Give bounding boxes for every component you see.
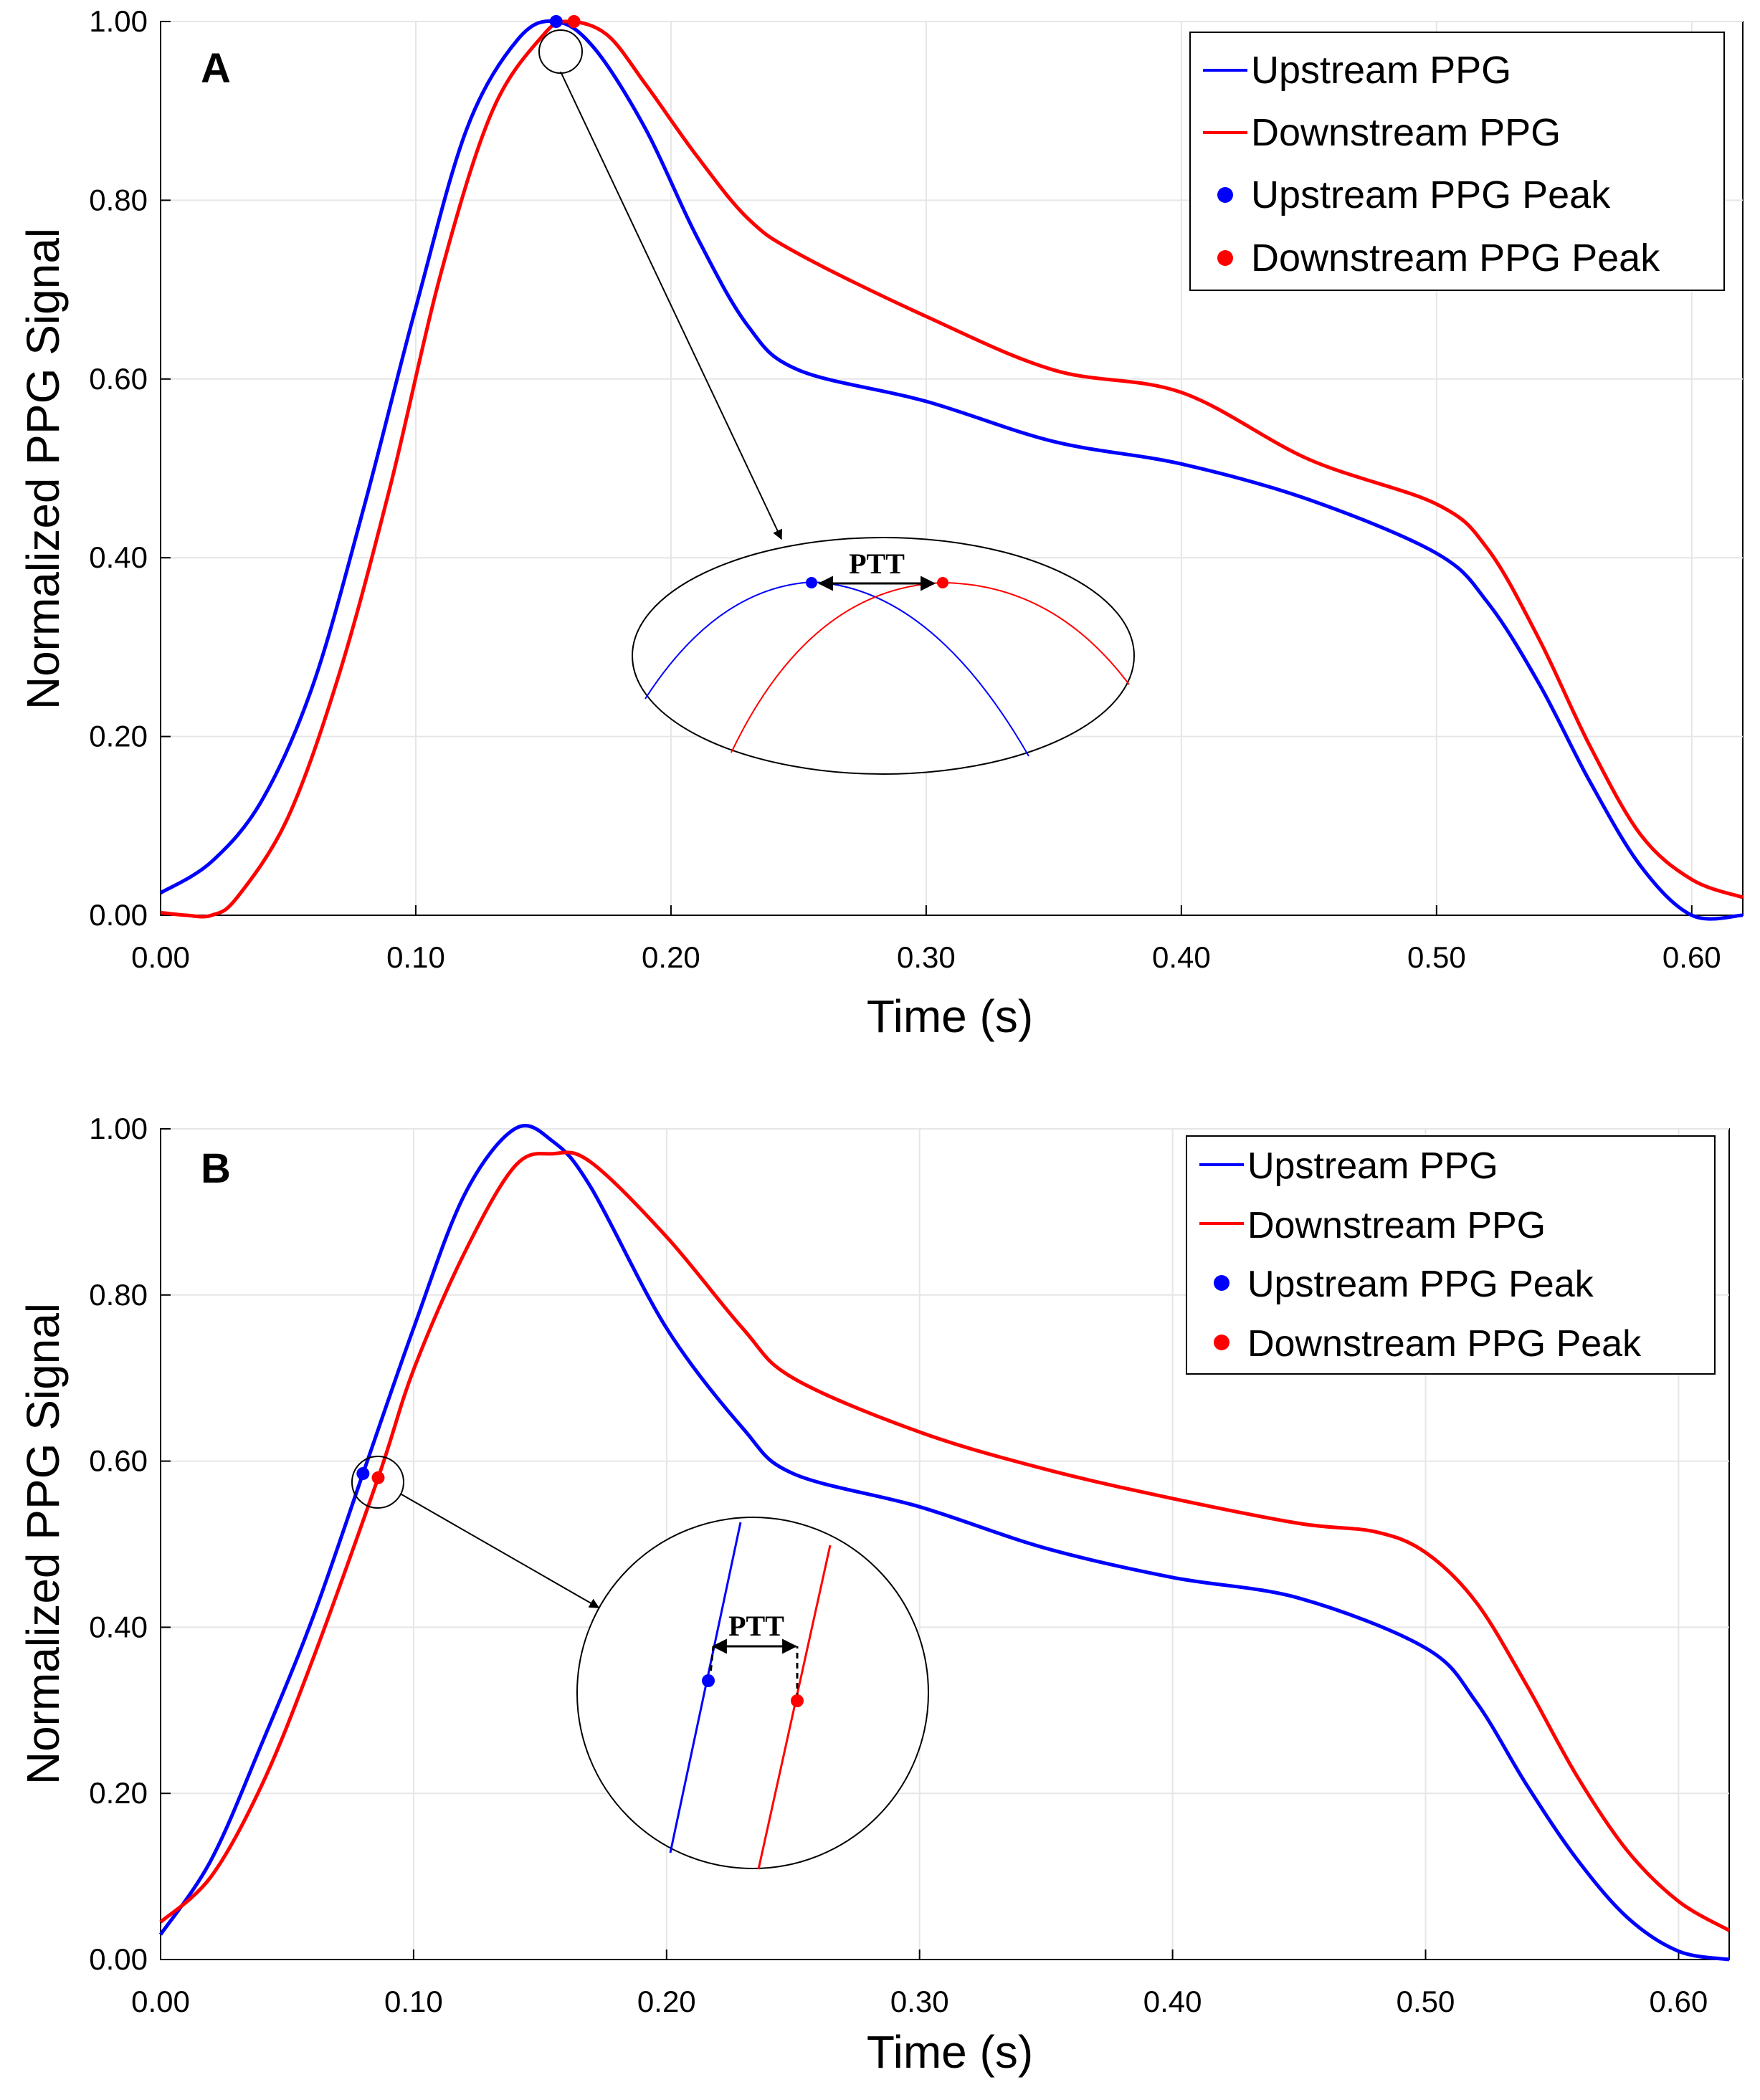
y-tick-label: 0.80: [89, 183, 148, 216]
x-tick-label: 0.00: [131, 1985, 190, 2018]
zoom-indicator-circle: [351, 1456, 404, 1509]
x-tick-label: 0.60: [1650, 1985, 1708, 2018]
panel-label: A: [201, 45, 231, 92]
downstream-ppg-peak-marker: [567, 15, 581, 28]
x-tick-label: 0.60: [1663, 940, 1721, 974]
axis-ticks: 0.00 0.10 0.20 0.30 0.40 0.50 0.60 0.00 0.20 0.40…: [89, 1112, 1708, 2018]
x-tick-label: 0.20: [642, 940, 700, 974]
inset-downstream-peak-marker: [791, 1694, 804, 1707]
grid: [161, 21, 1743, 915]
x-tick-label: 0.10: [384, 1985, 443, 2018]
legend: Upstream PPG Downstream PPG Upstream PPG…: [1186, 1135, 1716, 1375]
y-tick-label: 0.20: [89, 1776, 148, 1810]
legend-label-downstream-peak: Downstream PPG Peak: [1251, 237, 1660, 280]
y-tick-label: 0.20: [89, 720, 148, 753]
inset-upstream-peak-marker: [702, 1674, 715, 1687]
y-tick-label: 1.00: [89, 1112, 148, 1145]
inset-downstream-curve: [731, 581, 1130, 753]
panel-a: 0.00 0.10 0.20 0.30 0.40 0.50 0.60 0.00 0.20 0.40…: [17, 4, 1744, 1042]
legend-label-upstream-peak: Upstream PPG Peak: [1251, 173, 1611, 216]
inset-upstream-curve: [669, 1522, 742, 1853]
legend-label-upstream: Upstream PPG: [1247, 1145, 1498, 1187]
ptt-label: PTT: [728, 1610, 784, 1642]
inset-zoom: PTT: [576, 1517, 929, 1870]
y-tick-label: 0.00: [89, 898, 148, 932]
panel-label: B: [201, 1145, 231, 1192]
y-tick-label: 0.40: [89, 1610, 148, 1643]
y-tick-label: 0.60: [89, 362, 148, 396]
legend-marker-downstream-peak: [1214, 1335, 1229, 1350]
x-tick-label: 0.40: [1143, 1985, 1202, 2018]
zoom-arrow: [401, 1494, 600, 1608]
axis-ticks: 0.00 0.10 0.20 0.30 0.40 0.50 0.60 0.00 0.20 0.40…: [89, 4, 1721, 974]
legend-label-downstream-peak: Downstream PPG Peak: [1247, 1323, 1642, 1365]
y-axis-label: Normalized PPG Signal: [17, 228, 69, 710]
legend-marker-downstream-peak: [1217, 250, 1233, 266]
y-axis-label: Normalized PPG Signal: [17, 1303, 69, 1785]
x-tick-label: 0.00: [131, 940, 190, 974]
panel-b: 0.00 0.10 0.20 0.30 0.40 0.50 0.60 0.00 0.20 0.40…: [17, 1112, 1731, 2078]
x-axis-label: Time (s): [867, 991, 1033, 1042]
y-tick-label: 0.00: [89, 1942, 148, 1976]
x-tick-label: 0.50: [1407, 940, 1466, 974]
data-series: [158, 1124, 1731, 1962]
upstream-ppg-line: [158, 1124, 1730, 1962]
y-tick-label: 0.60: [89, 1444, 148, 1478]
zoom-arrow: [560, 71, 782, 540]
upstream-ppg-peak-marker: [356, 1466, 370, 1480]
inset-upstream-peak-marker: [806, 577, 817, 588]
x-tick-label: 0.30: [890, 1985, 949, 2018]
downstream-ppg-line: [159, 1150, 1731, 1932]
upstream-ppg-line: [159, 19, 1744, 921]
data-series: [159, 19, 1744, 921]
downstream-ppg-line: [160, 19, 1744, 919]
legend-label-downstream: Downstream PPG: [1247, 1205, 1546, 1246]
peak-markers: [549, 15, 581, 28]
downstream-ppg-peak-marker: [371, 1471, 385, 1484]
peak-markers: [356, 1466, 385, 1484]
x-tick-label: 0.30: [897, 940, 956, 974]
ptt-label: PTT: [849, 548, 905, 580]
x-tick-label: 0.10: [386, 940, 445, 974]
inset-zoom: PTT: [632, 537, 1135, 775]
legend-label-downstream: Downstream PPG: [1251, 111, 1561, 154]
legend: Upstream PPG Downstream PPG Upstream PPG…: [1189, 32, 1725, 291]
legend-box: [1189, 32, 1725, 291]
y-tick-label: 0.80: [89, 1278, 148, 1312]
y-tick-label: 0.40: [89, 540, 148, 574]
legend-box: [1186, 1135, 1716, 1375]
legend-marker-upstream-peak: [1217, 187, 1233, 203]
x-tick-label: 0.40: [1152, 940, 1211, 974]
inset-circle: [576, 1517, 929, 1869]
x-axis-label: Time (s): [867, 2026, 1033, 2078]
inset-ellipse: [632, 537, 1135, 775]
inset-downstream-peak-marker: [937, 577, 948, 588]
inset-downstream-curve: [757, 1545, 832, 1870]
upstream-ppg-peak-marker: [549, 15, 563, 28]
x-tick-label: 0.20: [637, 1985, 696, 2018]
x-tick-label: 0.50: [1397, 1985, 1455, 2018]
legend-marker-upstream-peak: [1214, 1275, 1229, 1291]
legend-label-upstream: Upstream PPG: [1251, 49, 1511, 92]
y-tick-label: 1.00: [89, 4, 148, 38]
legend-label-upstream-peak: Upstream PPG Peak: [1247, 1264, 1594, 1305]
